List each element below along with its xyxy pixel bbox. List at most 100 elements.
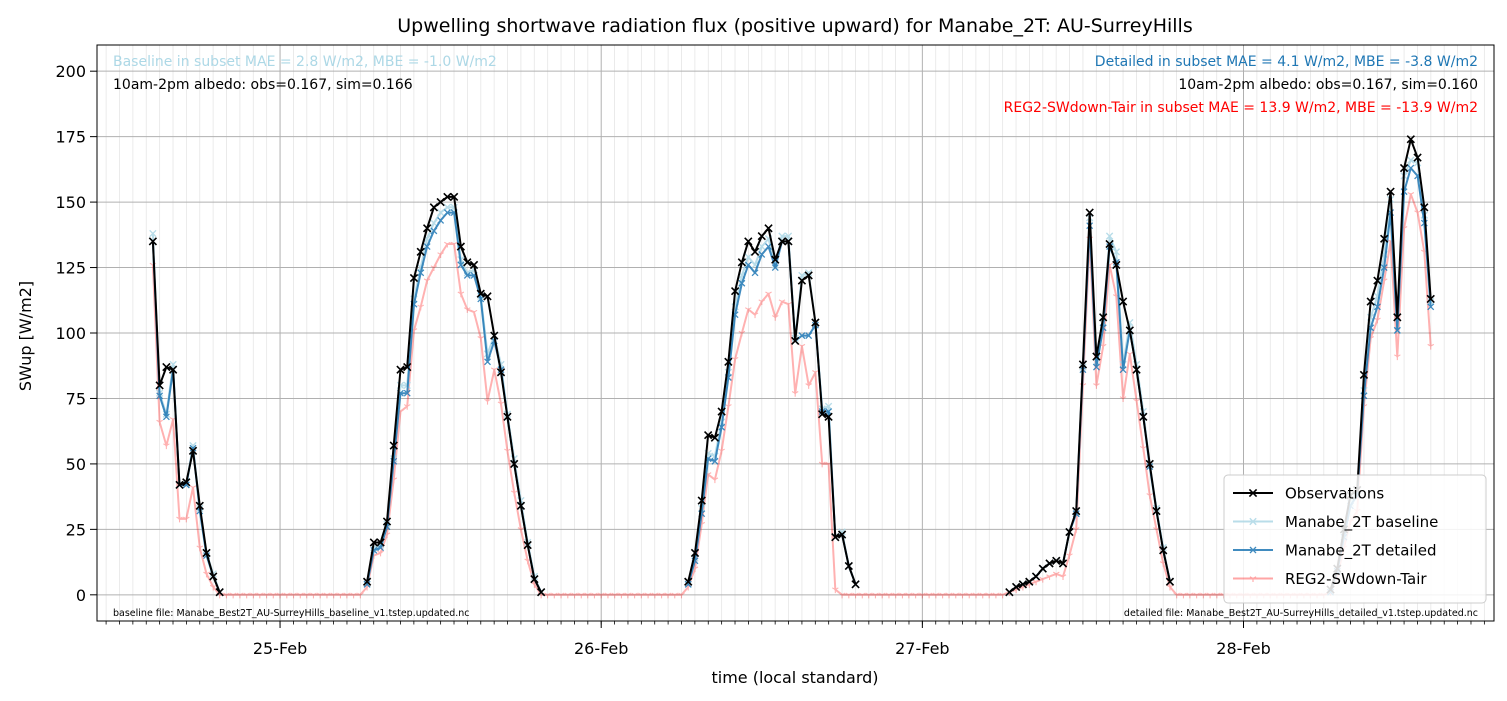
data-point-obs bbox=[1359, 370, 1369, 380]
data-point-detailed bbox=[718, 423, 726, 431]
data-point-baseline bbox=[430, 219, 438, 227]
data-point-reg2 bbox=[437, 252, 444, 258]
y-tick-label: 175 bbox=[55, 128, 86, 147]
data-point-reg2 bbox=[1173, 592, 1181, 599]
data-point-reg2 bbox=[1126, 351, 1134, 358]
data-point-reg2 bbox=[852, 592, 859, 599]
data-point-detailed bbox=[744, 261, 752, 269]
data-point-baseline bbox=[443, 203, 452, 212]
data-point-reg2 bbox=[470, 309, 478, 316]
y-tick-label: 150 bbox=[55, 193, 86, 212]
data-point-obs bbox=[1078, 360, 1088, 369]
data-point-obs bbox=[396, 365, 405, 374]
data-point-detailed bbox=[711, 457, 719, 465]
data-point-reg2 bbox=[1414, 210, 1421, 217]
data-point-reg2 bbox=[377, 550, 384, 557]
data-point-reg2 bbox=[263, 592, 270, 599]
data-point-reg2 bbox=[919, 592, 926, 599]
data-point-obs bbox=[750, 247, 760, 257]
series-line-reg2 bbox=[151, 193, 1432, 596]
data-point-obs bbox=[516, 501, 526, 510]
data-point-reg2 bbox=[838, 592, 846, 599]
data-point-detailed bbox=[751, 269, 759, 277]
data-point-reg2 bbox=[557, 592, 565, 599]
baseline-file-annotation: baseline file: Manabe_Best2T_AU-SurreyHi… bbox=[113, 608, 470, 619]
data-point-reg2 bbox=[791, 390, 799, 397]
data-point-obs bbox=[791, 336, 800, 346]
data-point-obs bbox=[215, 588, 224, 597]
data-point-baseline bbox=[436, 208, 445, 217]
data-point-reg2 bbox=[1046, 574, 1053, 580]
data-point-reg2 bbox=[952, 592, 960, 599]
data-point-obs bbox=[443, 192, 452, 202]
data-point-reg2 bbox=[430, 265, 438, 272]
data-point-detailed bbox=[377, 544, 385, 552]
y-tick-label: 0 bbox=[76, 586, 86, 605]
data-point-reg2 bbox=[156, 419, 163, 426]
data-point-obs bbox=[182, 478, 191, 487]
data-point-reg2 bbox=[243, 592, 250, 599]
data-point-reg2 bbox=[1193, 592, 1200, 599]
legend-item-reg2 bbox=[1233, 576, 1273, 582]
data-point-obs bbox=[1125, 326, 1134, 335]
data-point-obs bbox=[1159, 546, 1168, 555]
legend: Observations Manabe_2T baseline Manabe_2T … bbox=[1223, 474, 1487, 604]
legend-marker bbox=[1248, 488, 1258, 498]
data-point-reg2 bbox=[323, 592, 331, 599]
data-point-obs bbox=[1092, 352, 1101, 361]
y-tick-label: 200 bbox=[55, 62, 86, 81]
data-point-reg2 bbox=[671, 592, 679, 599]
data-point-baseline bbox=[838, 528, 846, 536]
data-point-reg2 bbox=[597, 592, 605, 599]
data-point-detailed bbox=[1407, 164, 1415, 172]
data-point-obs bbox=[389, 441, 398, 450]
data-point-reg2 bbox=[972, 592, 980, 599]
data-point-reg2 bbox=[269, 592, 277, 599]
data-point-reg2 bbox=[403, 404, 411, 410]
baseline-stats-annotation: Baseline in subset MAE = 2.8 W/m2, MBE =… bbox=[113, 54, 497, 70]
data-point-reg2 bbox=[611, 592, 619, 599]
x-axis-label: time (local standard) bbox=[711, 668, 878, 687]
data-point-detailed bbox=[463, 271, 471, 279]
data-point-obs bbox=[1366, 297, 1375, 306]
data-point-obs bbox=[429, 203, 439, 212]
data-point-reg2 bbox=[865, 592, 873, 599]
x-tick-label: 25-Feb bbox=[253, 639, 307, 658]
data-point-baseline bbox=[1105, 232, 1114, 240]
data-point-reg2 bbox=[818, 461, 826, 468]
data-point-reg2 bbox=[771, 315, 779, 321]
data-point-baseline bbox=[1407, 156, 1415, 164]
data-point-obs bbox=[1386, 187, 1395, 196]
y-tick-label: 50 bbox=[66, 455, 86, 474]
data-point-reg2 bbox=[985, 592, 993, 599]
data-point-obs bbox=[784, 237, 793, 246]
data-point-reg2 bbox=[778, 299, 786, 306]
x-tick-label: 28-Feb bbox=[1216, 639, 1270, 658]
baseline-albedo-annotation: 10am-2pm albedo: obs=0.167, sim=0.166 bbox=[113, 77, 413, 93]
data-point-reg2 bbox=[731, 356, 739, 363]
data-point-reg2 bbox=[290, 592, 297, 599]
data-point-detailed bbox=[765, 243, 772, 251]
data-point-reg2 bbox=[805, 383, 812, 389]
legend-label: Manabe_2T baseline bbox=[1285, 513, 1438, 532]
data-point-obs bbox=[724, 357, 733, 366]
data-point-reg2 bbox=[945, 592, 953, 599]
y-axis: 0 25 50 75 100 125 150 175 200 bbox=[55, 62, 97, 605]
data-point-baseline bbox=[744, 253, 752, 261]
data-point-obs bbox=[1152, 506, 1161, 516]
data-point-obs bbox=[1139, 412, 1148, 421]
data-point-reg2 bbox=[250, 592, 257, 599]
data-point-obs bbox=[155, 381, 164, 390]
data-point-obs bbox=[1420, 203, 1429, 212]
y-tick-label: 100 bbox=[55, 324, 86, 343]
data-point-obs bbox=[757, 231, 766, 241]
data-point-reg2 bbox=[1039, 576, 1047, 583]
data-point-baseline bbox=[804, 269, 813, 277]
data-point-reg2 bbox=[965, 592, 973, 599]
data-point-reg2 bbox=[203, 571, 210, 578]
data-point-reg2 bbox=[591, 592, 598, 599]
data-point-detailed bbox=[437, 216, 445, 224]
data-point-reg2 bbox=[463, 307, 471, 313]
data-point-reg2 bbox=[744, 307, 752, 313]
reg2-stats-annotation: REG2-SWdown-Tair in subset MAE = 13.9 W/… bbox=[1004, 100, 1478, 116]
